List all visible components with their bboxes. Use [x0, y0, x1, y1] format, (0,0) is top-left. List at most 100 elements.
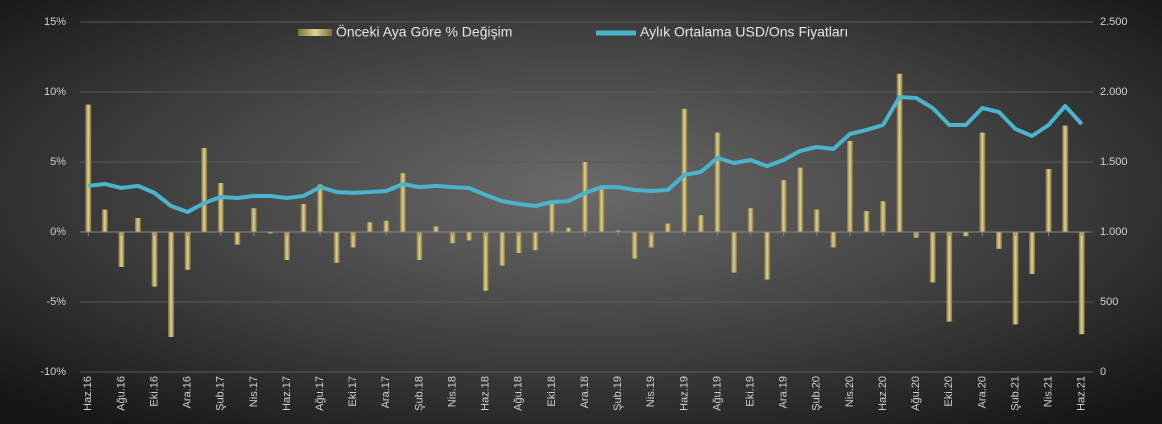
x-tick-label: Şub.20	[811, 376, 823, 411]
x-tick-label: Şub.18	[413, 376, 425, 411]
bar	[201, 148, 208, 232]
x-tick-label: Nis.18	[446, 376, 458, 407]
bar	[697, 215, 704, 232]
x-tick-label: Eki.18	[546, 376, 558, 407]
bar	[184, 232, 191, 270]
bar	[350, 232, 357, 248]
y-tick-label: 10%	[44, 86, 66, 98]
bar	[134, 218, 141, 232]
x-tick-label: Ağu.18	[513, 376, 525, 411]
x-tick-label: Ara.17	[380, 376, 392, 408]
bar	[267, 232, 274, 234]
y-tick-label: 5%	[50, 156, 66, 168]
bar	[399, 173, 406, 232]
bar	[565, 227, 572, 232]
x-tick-label: Şub.17	[215, 376, 227, 411]
bar	[995, 232, 1002, 249]
y-tick-label: -5%	[46, 296, 66, 308]
x-tick-label: Nis.20	[844, 376, 856, 407]
x-tick-label: Ağu.17	[314, 376, 326, 411]
bar	[731, 232, 737, 273]
x-tick-label: Ara.16	[182, 376, 194, 408]
bar	[582, 162, 588, 232]
bar	[896, 73, 903, 232]
x-tick-label: Ağu.16	[115, 376, 127, 411]
bar	[168, 232, 175, 337]
bar	[1012, 232, 1019, 325]
x-tick-label: Haz.16	[82, 376, 94, 411]
y2-tick-label: 2.500	[1100, 16, 1128, 28]
bar	[648, 232, 655, 248]
x-tick-label: Ağu.20	[910, 376, 922, 411]
legend: Önceki Aya Göre % Değişim Aylık Ortalama…	[298, 23, 848, 40]
bar	[962, 232, 969, 237]
y2-tick-label: 1.500	[1100, 156, 1128, 168]
bar	[300, 204, 307, 232]
bar	[598, 185, 605, 232]
bar	[681, 108, 688, 232]
bar	[880, 201, 887, 232]
y2-tick-label: 2.000	[1100, 86, 1128, 98]
bar	[383, 220, 390, 232]
x-tick-label: Ara.19	[778, 376, 790, 408]
line	[88, 95, 1084, 214]
x-tick-label: Haz.21	[1076, 376, 1088, 411]
bar	[366, 222, 373, 232]
bar	[615, 230, 622, 232]
bar	[846, 141, 853, 232]
bar	[234, 232, 241, 245]
y2-tick-label: 1.000	[1100, 226, 1128, 238]
y-tick-label: 15%	[44, 16, 66, 28]
y2-tick-label: 500	[1100, 296, 1118, 308]
bar	[482, 232, 489, 291]
bar	[979, 132, 986, 232]
x-tick-label: Nis.19	[645, 376, 657, 407]
bar	[499, 232, 506, 266]
bar	[250, 208, 257, 232]
bar	[813, 209, 820, 232]
bar	[333, 232, 340, 263]
bar	[780, 180, 787, 232]
bar	[946, 232, 953, 322]
x-tick-label: Haz.19	[678, 376, 690, 411]
bar	[1078, 232, 1085, 335]
x-tick-label: Ağu.19	[711, 376, 723, 411]
legend-label: Önceki Aya Göre % Değişim	[336, 23, 512, 40]
bar	[797, 167, 804, 232]
bar	[85, 104, 92, 232]
bar	[747, 208, 754, 232]
bar	[217, 183, 224, 232]
bar	[317, 184, 324, 232]
bar	[118, 232, 125, 267]
bar	[532, 232, 539, 251]
x-tick-label: Ara.18	[579, 376, 591, 408]
bar	[151, 232, 158, 287]
bar	[1062, 125, 1069, 232]
bar	[830, 232, 837, 248]
legend-bar-swatch	[298, 29, 332, 36]
x-tick-label: Şub.19	[612, 376, 624, 411]
x-tick-label: Eki.19	[744, 376, 756, 407]
y-tick-label: -10%	[40, 366, 66, 378]
bar	[466, 232, 473, 241]
bar	[929, 232, 936, 283]
x-tick-label: Nis.21	[1043, 376, 1055, 407]
bar	[764, 232, 771, 280]
x-tick-label: Ara.20	[976, 376, 988, 408]
bar	[101, 209, 108, 232]
bar	[416, 232, 423, 260]
bar	[863, 211, 870, 232]
x-tick-label: Eki.16	[148, 376, 160, 407]
bar	[283, 232, 290, 260]
bar	[631, 232, 638, 259]
bar	[433, 226, 439, 232]
x-tick-label: Haz.20	[877, 376, 889, 411]
bar	[515, 232, 522, 253]
x-tick-label: Haz.17	[281, 376, 293, 411]
x-tick-label: Haz.18	[480, 376, 492, 411]
bar	[714, 132, 721, 232]
x-tick-label: Eki.20	[943, 376, 955, 407]
y-tick-label: 0%	[50, 226, 66, 238]
